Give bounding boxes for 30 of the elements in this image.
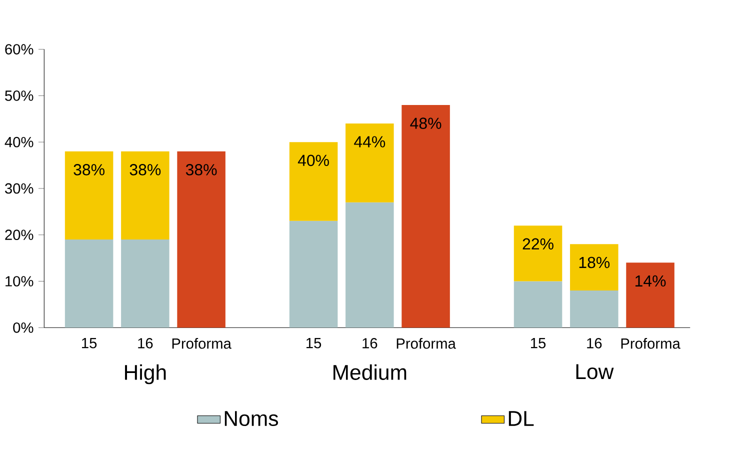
total-label: 38% bbox=[74, 164, 104, 176]
y-tick-label: 50% bbox=[5, 90, 34, 101]
x-tick-label: 16 bbox=[362, 338, 378, 348]
x-tick-label: 15 bbox=[82, 338, 97, 348]
text: Medium bbox=[334, 364, 406, 380]
text: High bbox=[125, 364, 166, 384]
total-label: 22% bbox=[522, 238, 554, 250]
legend-label: Noms bbox=[224, 411, 278, 426]
y-tick-label: 20% bbox=[5, 230, 34, 240]
data-label: 48% bbox=[410, 118, 442, 130]
y-tick-label: 40% bbox=[4, 136, 34, 148]
data-label: 38% bbox=[186, 164, 217, 176]
total-label: 40% bbox=[298, 154, 329, 166]
x-tick-label: Proforma bbox=[621, 338, 680, 349]
total-label: 38% bbox=[130, 164, 161, 176]
text: Low bbox=[576, 364, 614, 380]
x-tick-label: Proforma bbox=[172, 338, 232, 349]
x-tick-label: 16 bbox=[138, 338, 153, 348]
total-label: 18% bbox=[579, 256, 610, 268]
legend-label: DL bbox=[508, 411, 534, 426]
x-tick-label: 15 bbox=[306, 338, 322, 348]
x-tick-label: Proforma bbox=[396, 338, 456, 349]
y-tick-label: 0% bbox=[13, 322, 34, 333]
x-tick-label: 16 bbox=[587, 338, 602, 348]
y-tick-label: 30% bbox=[5, 183, 34, 194]
x-tick-label: 15 bbox=[530, 338, 546, 348]
data-label: 14% bbox=[635, 275, 666, 287]
total-label: 44% bbox=[354, 136, 386, 148]
y-tick-label: 60% bbox=[5, 44, 34, 55]
y-tick-label: 10% bbox=[6, 276, 34, 287]
